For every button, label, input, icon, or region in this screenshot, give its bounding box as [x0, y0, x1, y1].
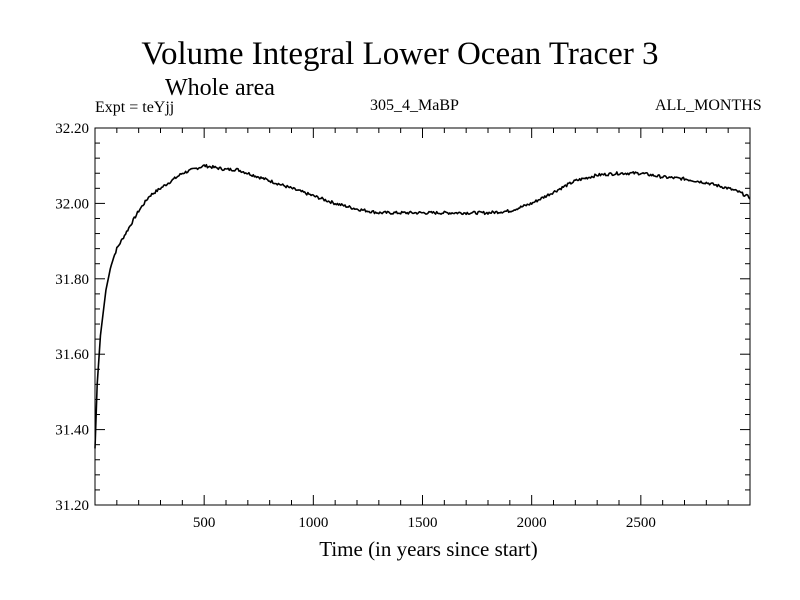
x-tick-label: 500 — [193, 515, 216, 531]
y-tick-label: 31.20 — [55, 498, 89, 514]
chart-title: Volume Integral Lower Ocean Tracer 3 — [141, 36, 659, 72]
x-tick-label: 1000 — [298, 515, 328, 531]
y-tick-label: 31.80 — [55, 272, 89, 288]
plot-frame — [94, 127, 751, 506]
y-tick-label: 31.40 — [55, 423, 89, 439]
run-label: 305_4_MaBP — [370, 97, 459, 114]
x-axis-label: Time (in years since start) — [319, 537, 538, 561]
x-tick-label: 2000 — [517, 515, 547, 531]
chart-subtitle: Whole area — [165, 75, 275, 101]
y-tick-label: 32.00 — [55, 196, 89, 212]
x-tick-label: 1500 — [408, 515, 438, 531]
y-tick-label: 32.20 — [55, 121, 89, 137]
y-tick-label: 31.60 — [55, 347, 89, 363]
period-label: ALL_MONTHS — [655, 97, 762, 114]
expt-label: Expt = teYjj — [95, 99, 175, 116]
series-line — [94, 163, 751, 449]
x-tick-label: 2500 — [626, 515, 656, 531]
